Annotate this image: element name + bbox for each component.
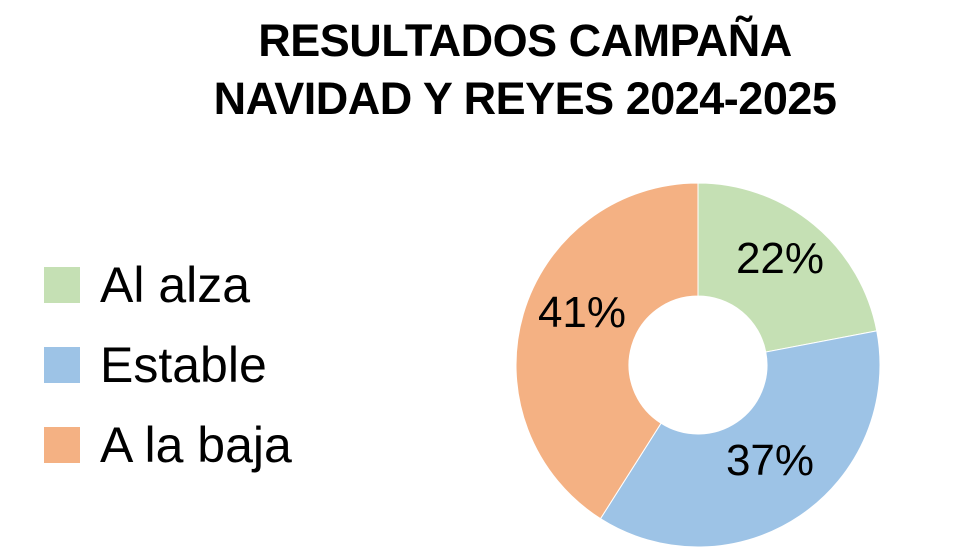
legend-item-a-la-baja: A la baja [44,405,292,485]
legend: Al alza Estable A la baja [44,245,292,485]
donut-data-labels: 22% 37% 41% [538,234,824,485]
data-label: 22% [736,234,824,283]
chart-title-line-1: RESULTADOS CAMPAÑA [258,15,792,66]
legend-label: A la baja [100,417,292,473]
chart-title: RESULTADOS CAMPAÑA NAVIDAD Y REYES 2024-… [0,12,980,128]
legend-item-al-alza: Al alza [44,245,292,325]
data-label: 41% [538,288,626,337]
legend-swatch-blue [44,347,80,383]
legend-item-estable: Estable [44,325,292,405]
donut-slice-estable [599,330,881,548]
legend-swatch-green [44,267,80,303]
legend-swatch-orange [44,427,80,463]
donut-slices [515,182,881,548]
legend-label: Estable [100,337,267,393]
legend-label: Al alza [100,257,251,313]
donut-slice-al-alza [697,182,878,353]
chart-title-line-2: NAVIDAD Y REYES 2024-2025 [213,73,837,124]
data-label: 37% [726,436,814,485]
donut-slice-a-la-baja [515,182,699,520]
